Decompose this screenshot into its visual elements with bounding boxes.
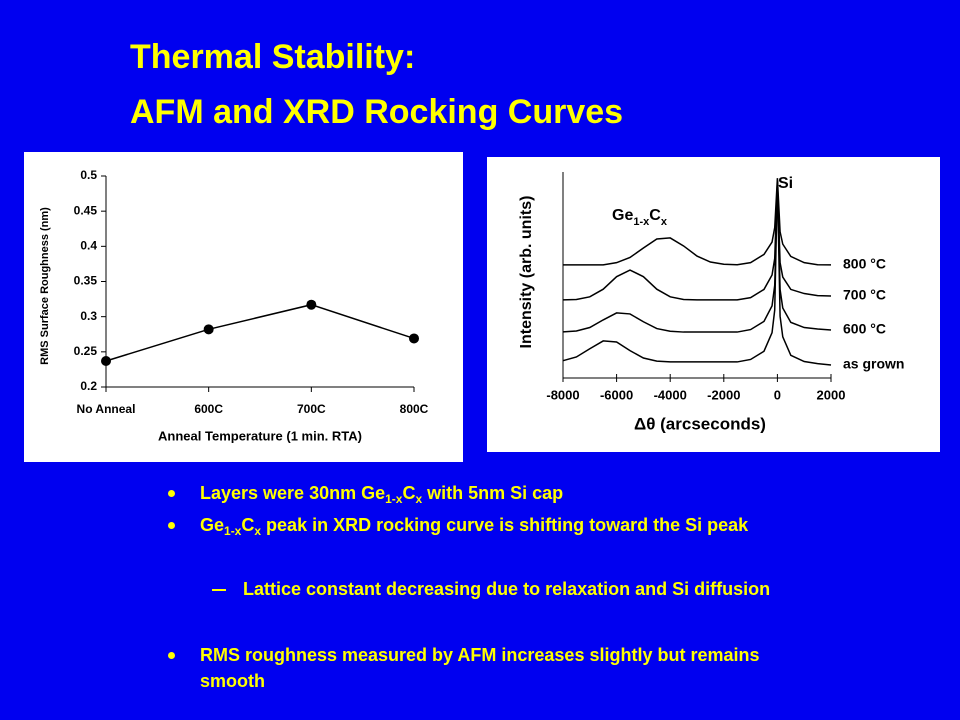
subscript: 1-x: [385, 492, 403, 506]
x-tick-label: -2000: [707, 387, 740, 402]
y-tick-label: 0.3: [80, 309, 97, 323]
series-label: 600 °C: [843, 321, 886, 337]
bullet-dash: [212, 589, 226, 591]
chart-panel: [487, 157, 940, 452]
series-label: 800 °C: [843, 256, 886, 272]
data-point: [409, 333, 419, 344]
bullet-text: Lattice constant decreasing due to relax…: [243, 576, 813, 602]
text-part: with 5nm Si cap: [422, 483, 564, 503]
y-tick-label: 0.45: [74, 203, 98, 217]
charts: 0.2 0.25 0.3 0.35 0.4 0.45 0.5 No Anneal 600C 700…: [24, 152, 940, 462]
bullet-dot: [168, 490, 175, 497]
label-part: Si: [778, 175, 793, 192]
label-part: Ge: [612, 207, 633, 224]
x-tick-label: 0: [774, 387, 781, 402]
x-tick-label: -4000: [654, 387, 687, 402]
subscript: x: [661, 216, 668, 228]
curve: [562, 184, 832, 333]
text-part: peak in XRD rocking curve is shifting to…: [261, 515, 749, 535]
text-part: C: [241, 515, 255, 535]
x-tick-label: -6000: [600, 387, 633, 402]
y-tick-label: 0.4: [80, 239, 97, 253]
x-tick-label: 600C: [194, 402, 223, 416]
y-tick-label: 0.2: [80, 379, 97, 393]
text-part: C: [402, 483, 416, 503]
data-point: [101, 355, 111, 366]
bullet-dot: [168, 522, 175, 529]
text-part: Layers were 30nm Ge: [200, 483, 386, 503]
text-part: RMS roughness measured by AFM increases …: [200, 645, 760, 691]
subscript: x: [415, 492, 423, 506]
data-point: [306, 299, 317, 310]
chart-panel: [24, 152, 463, 462]
x-axis-label: Δθ (arcseconds): [634, 414, 766, 433]
peak-label: Ge1-xCx: [612, 207, 668, 228]
subscript: 1-x: [224, 524, 242, 538]
curve: [562, 180, 832, 366]
y-tick-label: 0.35: [74, 274, 98, 288]
y-tick-label: 0.25: [74, 344, 98, 358]
subscript: x: [254, 524, 262, 538]
title-line: Thermal Stability:: [130, 38, 416, 76]
data-point: [203, 324, 214, 335]
bullet-text: Ge1-xCx peak in XRD rocking curve is shi…: [200, 512, 805, 538]
y-axis-label: Intensity (arb. units): [518, 196, 535, 349]
x-tick-label: 700C: [297, 402, 326, 416]
bullet-dot: [168, 652, 175, 659]
series-label: as grown: [843, 356, 904, 372]
peak-label: Si: [778, 175, 793, 192]
series-label: 700 °C: [843, 287, 886, 303]
bullet-text: Layers were 30nm Ge1-xCx with 5nm Si cap: [200, 480, 805, 506]
x-tick-label: 800C: [400, 402, 429, 416]
bullet-text: RMS roughness measured by AFM increases …: [200, 642, 805, 694]
x-tick-label: 2000: [817, 387, 846, 402]
x-axis-label: Anneal Temperature (1 min. RTA): [158, 428, 362, 443]
curve: [563, 178, 832, 266]
curve: [562, 180, 832, 301]
x-tick-label: -8000: [546, 387, 579, 402]
text-part: Lattice constant decreasing due to relax…: [243, 579, 771, 599]
text-part: Ge: [200, 515, 225, 535]
label-part: C: [649, 207, 661, 224]
y-axis-label: RMS Surface Roughness (nm): [39, 207, 51, 365]
x-tick-label: No Anneal: [77, 402, 136, 416]
y-tick-label: 0.5: [80, 168, 97, 182]
data-line: [105, 303, 415, 362]
subscript: 1-x: [633, 216, 650, 228]
title-line: AFM and XRD Rocking Curves: [130, 93, 624, 131]
